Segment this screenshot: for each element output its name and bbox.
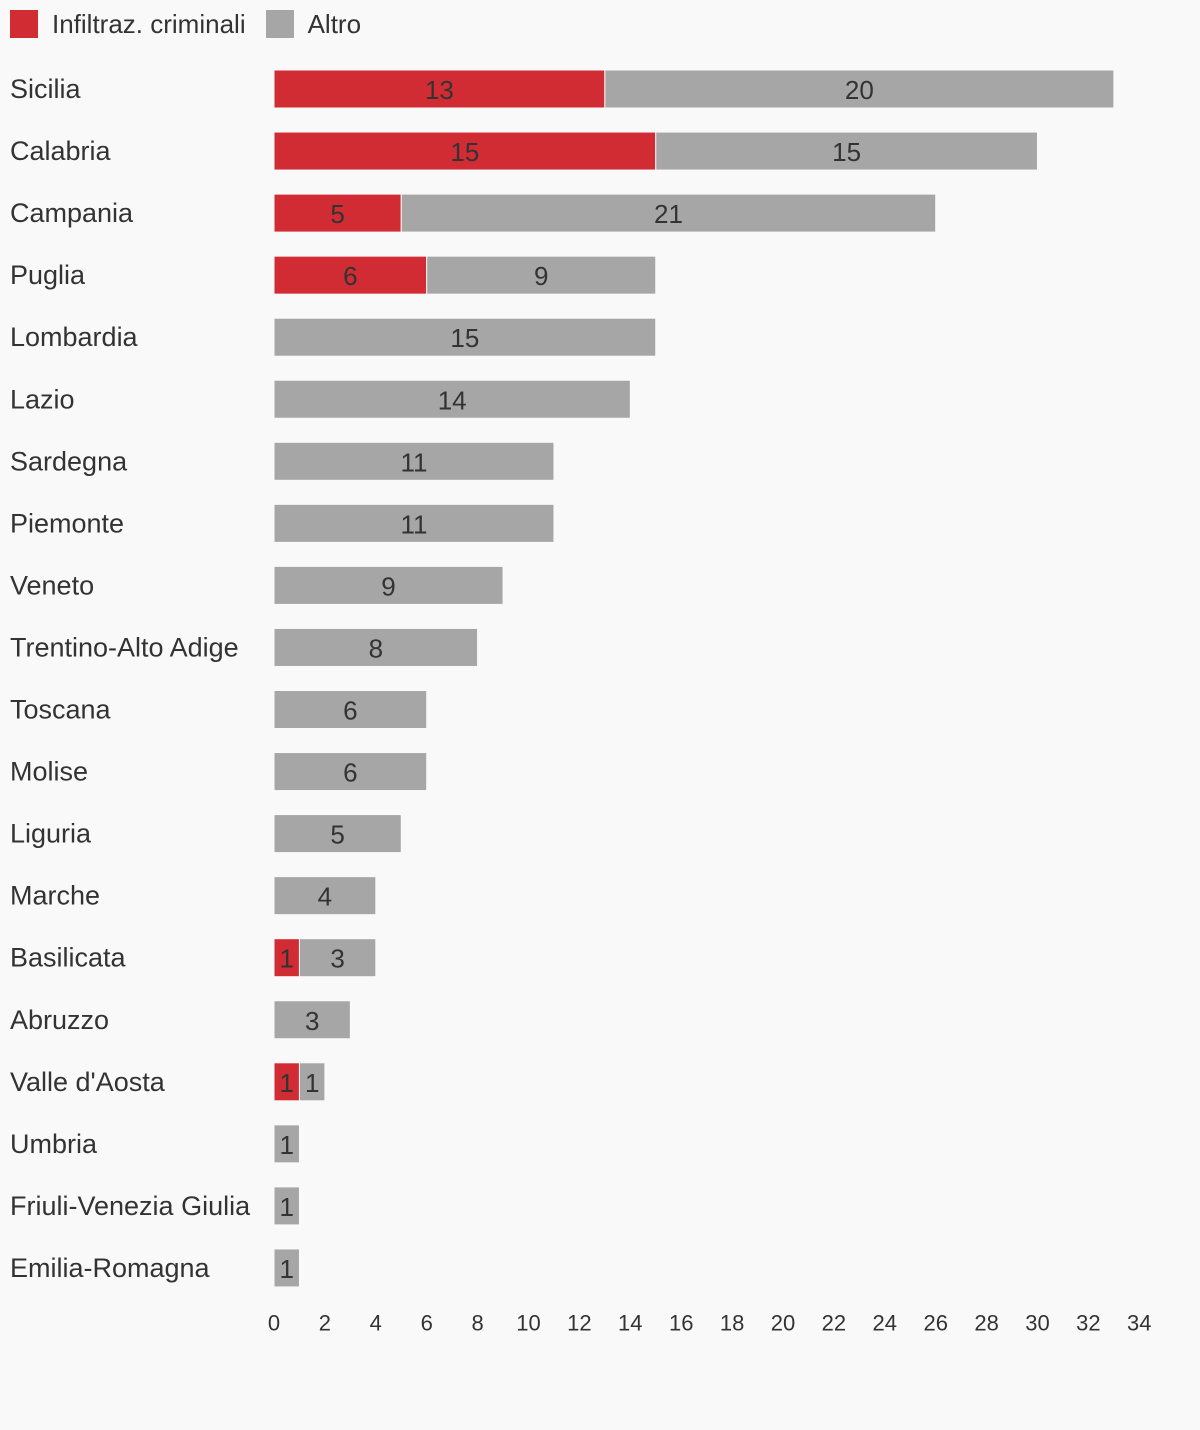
bar-altro-veneto <box>273 565 504 605</box>
category-label-emilia-romagna: Emilia-Romagna <box>10 1253 211 1283</box>
category-label-abruzzo: Abruzzo <box>10 1005 109 1035</box>
bar-value-altro-trentino-alto-adige: 8 <box>369 633 383 663</box>
x-tick-label-24: 24 <box>873 1311 897 1336</box>
legend-swatch-altro <box>265 10 294 38</box>
category-label-lombardia: Lombardia <box>10 322 139 352</box>
category-label-puglia: Puglia <box>10 260 86 290</box>
category-label-liguria: Liguria <box>10 819 92 849</box>
category-label-calabria: Calabria <box>10 136 112 166</box>
x-tick-label-28: 28 <box>974 1311 998 1336</box>
category-label-campania: Campania <box>10 198 134 228</box>
bar-altro-piemonte <box>273 503 555 543</box>
bar-value-altro-molise: 6 <box>343 758 357 788</box>
legend-label-altro: Altro <box>307 8 362 39</box>
bar-value-altro-marche: 4 <box>318 882 332 912</box>
bar-altro-sicilia <box>604 69 1115 109</box>
category-label-basilicata: Basilicata <box>10 943 127 973</box>
bar-value-altro-emilia-romagna: 1 <box>279 1254 293 1284</box>
x-tick-label-6: 6 <box>421 1311 433 1336</box>
bar-value-altro-basilicata: 3 <box>330 944 344 974</box>
bar-value-altro-piemonte: 11 <box>400 509 427 539</box>
bar-value-altro-liguria: 5 <box>330 820 344 850</box>
bar-value-infiltraz-criminali-basilicata: 1 <box>279 944 293 974</box>
x-tick-label-10: 10 <box>516 1311 540 1336</box>
legend-item-infiltrazioni: Infiltraz. criminali <box>10 9 246 40</box>
category-label-marche: Marche <box>10 881 100 911</box>
x-tick-label-14: 14 <box>618 1311 642 1336</box>
chart-legend: Infiltraz. criminali Altro <box>10 8 381 40</box>
bar-altro-abruzzo <box>273 1000 351 1040</box>
bar-value-altro-umbria: 1 <box>279 1130 293 1160</box>
x-tick-label-2: 2 <box>319 1311 331 1336</box>
bar-altro-campania <box>400 193 937 233</box>
legend-item-altro: Altro <box>265 8 362 40</box>
bar-value-infiltraz-criminali-sicilia: 13 <box>425 75 454 105</box>
bar-infiltraz-criminali-campania <box>273 193 402 233</box>
bar-value-infiltraz-criminali-valle-d-aosta: 1 <box>279 1068 293 1098</box>
x-tick-label-16: 16 <box>669 1311 693 1336</box>
category-label-umbria: Umbria <box>10 1129 98 1159</box>
x-tick-label-8: 8 <box>471 1311 483 1336</box>
x-tick-label-34: 34 <box>1127 1311 1151 1336</box>
x-tick-label-26: 26 <box>923 1311 947 1336</box>
bar-value-infiltraz-criminali-calabria: 15 <box>450 137 479 167</box>
x-tick-label-12: 12 <box>567 1311 591 1336</box>
bar-value-altro-campania: 21 <box>654 199 683 229</box>
bar-infiltraz-criminali-calabria <box>273 131 657 171</box>
category-label-toscana: Toscana <box>10 695 112 725</box>
bar-altro-lombardia <box>273 317 657 357</box>
x-tick-label-20: 20 <box>771 1311 795 1336</box>
bar-altro-calabria <box>655 131 1038 171</box>
bar-altro-trentino-alto-adige <box>273 627 479 667</box>
category-label-friuli-venezia-giulia: Friuli-Venezia Giulia <box>10 1191 251 1221</box>
bar-altro-marche <box>273 876 377 916</box>
bar-value-altro-lombardia: 15 <box>450 323 479 353</box>
bar-altro-umbria <box>273 1124 300 1164</box>
bar-altro-liguria <box>273 814 402 854</box>
bar-value-altro-sardegna: 11 <box>400 447 427 477</box>
bar-infiltraz-criminali-sicilia <box>273 69 606 109</box>
bar-value-altro-lazio: 14 <box>438 385 467 415</box>
bar-value-altro-sicilia: 20 <box>845 75 874 105</box>
bar-altro-molise <box>273 752 428 792</box>
legend-label-infiltrazioni: Infiltraz. criminali <box>52 8 246 39</box>
bar-value-altro-toscana: 6 <box>343 696 357 726</box>
bar-altro-sardegna <box>273 441 555 481</box>
category-label-molise: Molise <box>10 757 88 787</box>
bar-infiltraz-criminali-valle-d-aosta <box>273 1062 300 1102</box>
bar-altro-basilicata <box>298 938 377 978</box>
bar-altro-valle-d-aosta <box>298 1062 326 1102</box>
bar-altro-puglia <box>426 255 657 295</box>
x-tick-label-0: 0 <box>268 1311 280 1336</box>
legend-swatch-infiltrazioni <box>10 10 38 38</box>
category-label-sicilia: Sicilia <box>10 74 82 104</box>
bar-value-altro-abruzzo: 3 <box>305 1006 319 1036</box>
bar-value-altro-veneto: 9 <box>381 571 395 601</box>
category-label-piemonte: Piemonte <box>10 508 124 538</box>
bar-value-infiltraz-criminali-puglia: 6 <box>343 261 357 291</box>
bar-infiltraz-criminali-puglia <box>273 255 428 295</box>
category-label-trentino-alto-adige: Trentino-Alto Adige <box>10 632 239 662</box>
bar-altro-emilia-romagna <box>273 1248 300 1288</box>
bar-value-infiltraz-criminali-campania: 5 <box>330 199 344 229</box>
x-tick-label-30: 30 <box>1025 1311 1049 1336</box>
category-label-veneto: Veneto <box>10 570 94 600</box>
x-tick-label-32: 32 <box>1076 1311 1100 1336</box>
bar-value-altro-calabria: 15 <box>832 137 861 167</box>
x-tick-label-22: 22 <box>822 1311 846 1336</box>
category-label-valle-d-aosta: Valle d'Aosta <box>10 1067 166 1097</box>
bar-value-altro-puglia: 9 <box>534 261 548 291</box>
x-tick-label-4: 4 <box>370 1311 382 1336</box>
category-label-sardegna: Sardegna <box>10 446 128 476</box>
bar-altro-lazio <box>273 379 631 419</box>
category-label-lazio: Lazio <box>10 384 75 414</box>
bar-altro-friuli-venezia-giulia <box>273 1186 300 1226</box>
bar-altro-toscana <box>273 690 428 729</box>
bar-value-altro-friuli-venezia-giulia: 1 <box>279 1192 293 1222</box>
bar-value-altro-valle-d-aosta: 1 <box>305 1068 319 1098</box>
x-tick-label-18: 18 <box>720 1311 744 1336</box>
